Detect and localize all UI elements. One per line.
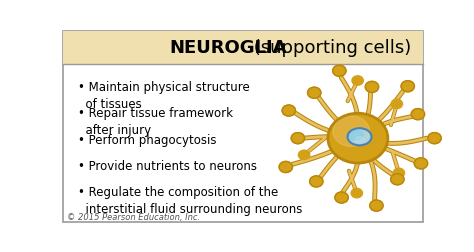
- Circle shape: [393, 169, 405, 178]
- Text: NEUROGLIA: NEUROGLIA: [169, 39, 287, 57]
- Circle shape: [333, 116, 370, 147]
- Circle shape: [391, 174, 404, 185]
- Circle shape: [279, 162, 292, 173]
- Text: • Repair tissue framework
  after injury: • Repair tissue framework after injury: [78, 107, 233, 136]
- Circle shape: [299, 151, 310, 160]
- Text: • Perform phagocytosis: • Perform phagocytosis: [78, 133, 216, 146]
- Text: © 2015 Pearson Education, Inc.: © 2015 Pearson Education, Inc.: [66, 212, 200, 221]
- Circle shape: [310, 176, 323, 187]
- Bar: [63, 32, 423, 65]
- Text: • Provide nutrients to neurons: • Provide nutrients to neurons: [78, 159, 256, 172]
- Circle shape: [414, 158, 428, 169]
- Circle shape: [291, 133, 304, 144]
- Ellipse shape: [356, 137, 365, 143]
- FancyBboxPatch shape: [63, 32, 423, 222]
- Circle shape: [428, 133, 441, 144]
- Text: • Regulate the composition of the
  interstitial fluid surrounding neurons: • Regulate the composition of the inters…: [78, 185, 302, 215]
- Ellipse shape: [349, 131, 364, 141]
- Circle shape: [352, 77, 363, 86]
- Circle shape: [335, 192, 348, 203]
- Text: (supporting cells): (supporting cells): [248, 39, 412, 57]
- Circle shape: [351, 189, 363, 198]
- Circle shape: [365, 82, 379, 93]
- Circle shape: [333, 66, 346, 77]
- Text: NEUROGLIA (supporting cells): NEUROGLIA (supporting cells): [0, 251, 1, 252]
- Circle shape: [411, 109, 425, 120]
- Ellipse shape: [347, 129, 372, 146]
- Circle shape: [282, 106, 295, 117]
- Text: • Maintain physical structure
  of tissues: • Maintain physical structure of tissues: [78, 81, 249, 110]
- Circle shape: [391, 100, 402, 109]
- Circle shape: [328, 114, 388, 163]
- Circle shape: [308, 88, 321, 99]
- Circle shape: [370, 200, 383, 211]
- Circle shape: [401, 81, 414, 92]
